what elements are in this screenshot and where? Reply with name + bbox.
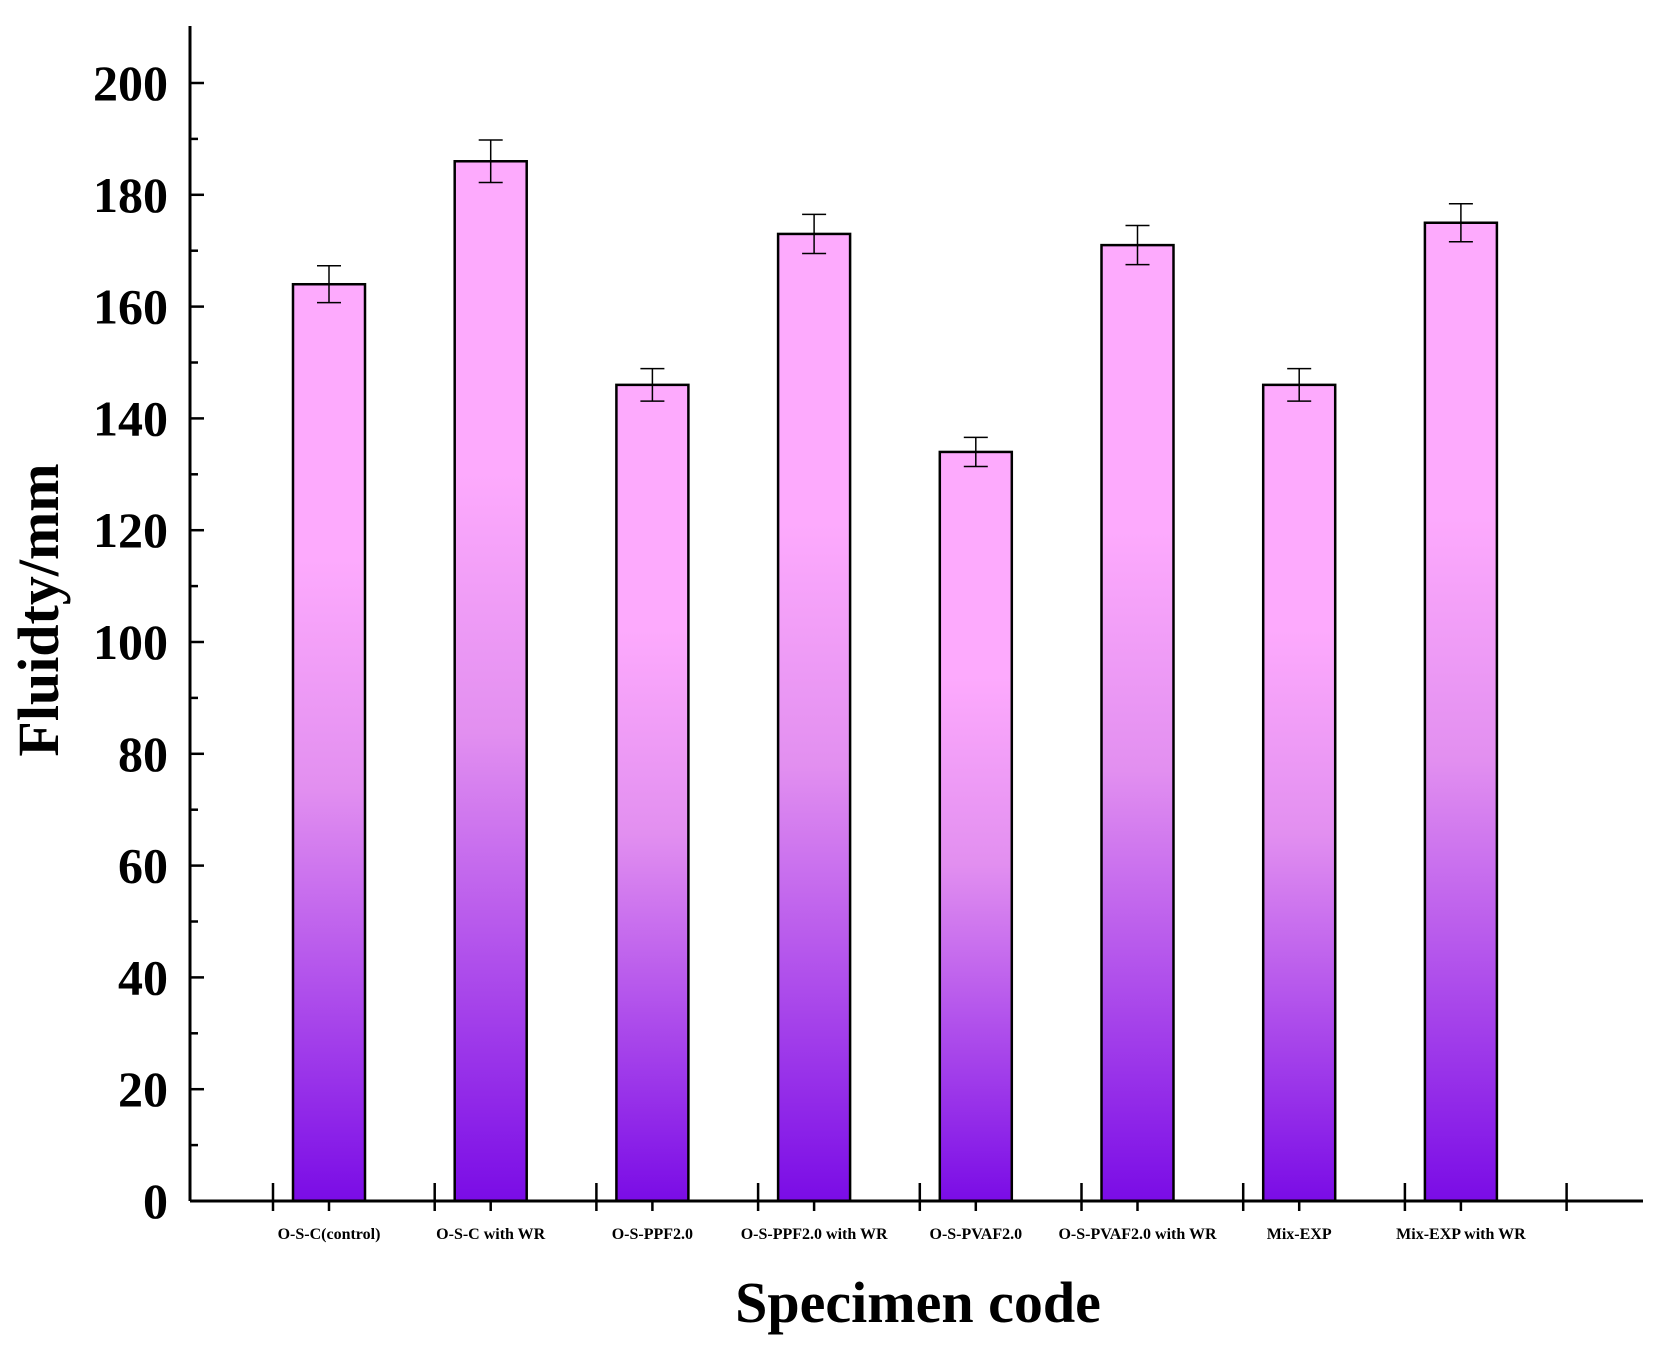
x-tick-label: Mix-EXP with WR: [1396, 1226, 1526, 1243]
bars-layer: [291, 160, 1499, 1203]
error-bar: [640, 367, 665, 402]
labels-layer: O-S-C(control) O-S-C with WR O-S-PPF2.0 O-S…: [93, 55, 1526, 1243]
bar: [1100, 243, 1175, 1203]
y-tick-label: 80: [118, 726, 168, 782]
error-bars-layer: [317, 139, 1473, 468]
y-tick-label: 120: [93, 502, 168, 558]
x-tick-label: Mix-EXP: [1267, 1226, 1332, 1243]
bar: [776, 232, 852, 1203]
error-bar: [1287, 367, 1312, 402]
error-bar: [802, 213, 827, 255]
x-tick-label: O-S-C(control): [278, 1226, 381, 1243]
x-tick-label: O-S-C with WR: [436, 1226, 545, 1243]
y-tick-label: 100: [93, 614, 168, 670]
error-bar: [1448, 202, 1473, 243]
bar: [938, 450, 1014, 1203]
y-tick-label: 0: [143, 1173, 168, 1229]
y-tick-label: 140: [93, 390, 168, 446]
bar: [291, 282, 367, 1203]
error-bar: [1125, 224, 1150, 266]
bar: [615, 383, 690, 1203]
axes-layer: [188, 26, 1643, 1211]
error-bar: [317, 265, 341, 304]
x-tick-label: O-S-PVAF2.0: [930, 1226, 1023, 1243]
error-bar: [963, 436, 988, 468]
x-tick-label: O-S-PPF2.0: [612, 1226, 693, 1243]
y-tick-label: 60: [118, 838, 168, 894]
bar: [453, 160, 528, 1203]
bar: [1423, 221, 1499, 1203]
y-tick-label: 160: [93, 279, 168, 335]
error-bar: [478, 139, 503, 184]
y-tick-label: 200: [93, 55, 168, 111]
x-axis-title: Specimen code: [735, 1270, 1101, 1335]
x-tick-label: O-S-PPF2.0 with WR: [741, 1226, 888, 1243]
y-tick-label: 40: [118, 949, 168, 1005]
y-axis-title: Fluidty/mm: [6, 463, 71, 756]
x-tick-label: O-S-PVAF2.0 with WR: [1058, 1226, 1217, 1243]
y-tick-label: 20: [118, 1061, 168, 1117]
y-tick-label: 180: [93, 167, 168, 223]
bar: [1261, 383, 1337, 1203]
